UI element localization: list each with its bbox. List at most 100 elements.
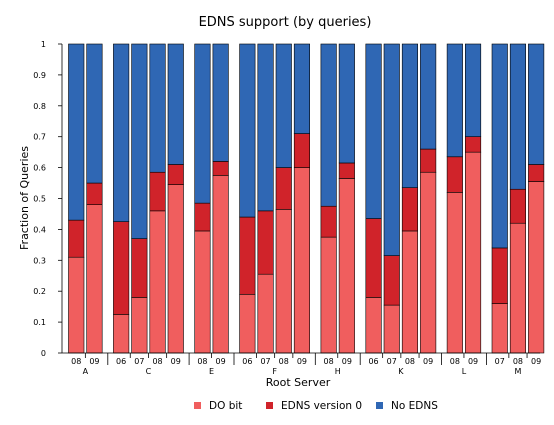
x-group-label: F	[272, 367, 277, 376]
x-tick-label-year: 07	[134, 357, 144, 366]
x-tick-label-year: 09	[216, 357, 226, 366]
legend-swatch	[266, 402, 273, 409]
bar-segment-no-edns	[275, 43, 292, 168]
bar-segment-do-bit	[509, 222, 527, 354]
y-tick-label: 0.3	[33, 256, 46, 265]
x-tick-label-year: 06	[242, 357, 252, 366]
y-tick-label: 0.5	[33, 195, 46, 204]
bar-segment-no-edns	[212, 43, 229, 162]
bar-segment-edns-version-0	[338, 162, 355, 179]
bar-segment-do-bit	[131, 297, 148, 354]
plot-area	[68, 43, 545, 354]
bar-segment-do-bit	[365, 297, 382, 354]
x-group-label: K	[398, 367, 404, 376]
bar-segment-do-bit	[293, 167, 311, 354]
bar-segment-no-edns	[167, 43, 184, 165]
bar-segment-edns-version-0	[257, 210, 274, 275]
bar-segment-edns-version-0	[320, 205, 337, 238]
legend-swatch	[194, 402, 201, 409]
x-tick-label-year: 07	[260, 357, 270, 366]
bar-segment-do-bit	[320, 236, 337, 354]
y-tick-label: 0.4	[33, 225, 46, 234]
bar-segment-edns-version-0	[420, 148, 437, 173]
x-tick-label-year: 07	[495, 357, 505, 366]
bar-segment-no-edns	[131, 43, 148, 239]
x-tick-label-year: 08	[71, 357, 81, 366]
x-group-label: C	[146, 367, 152, 376]
bar-segment-edns-version-0	[293, 133, 311, 168]
bar-segment-edns-version-0	[239, 216, 256, 295]
bar-segment-edns-version-0	[149, 171, 166, 212]
x-tick-label-year: 08	[152, 357, 162, 366]
bar-segment-no-edns	[239, 43, 256, 218]
bar-segment-no-edns	[464, 43, 482, 137]
bar-segment-edns-version-0	[383, 255, 400, 306]
bar-segment-do-bit	[464, 151, 482, 354]
bar-segment-no-edns	[491, 43, 508, 249]
bar-segment-no-edns	[528, 43, 545, 165]
x-tick-label-year: 06	[368, 357, 378, 366]
bar-segment-no-edns	[401, 43, 419, 188]
bar-segment-do-bit	[491, 303, 508, 354]
bar-segment-edns-version-0	[275, 167, 292, 210]
bar-segment-edns-version-0	[464, 136, 482, 153]
bar-segment-no-edns	[320, 43, 337, 207]
bar-segment-do-bit	[528, 181, 545, 354]
bar-segment-edns-version-0	[365, 218, 382, 298]
x-tick-label-year: 09	[531, 357, 541, 366]
x-tick-label-year: 08	[197, 357, 207, 366]
bar-segment-no-edns	[68, 43, 85, 221]
bar-segment-do-bit	[420, 171, 437, 354]
chart-title: EDNS support (by queries)	[199, 15, 372, 30]
bar-segment-do-bit	[68, 256, 85, 354]
y-axis: 0 0.1 0.2 0.3 0.4 0.5 0.6 0.7 0.8 0.9 1	[33, 40, 62, 358]
x-group-label: E	[209, 367, 214, 376]
bar-segment-do-bit	[212, 175, 229, 354]
x-tick-label-year: 09	[468, 357, 478, 366]
y-tick-label: 0.8	[33, 102, 46, 111]
x-tick-label-year: 08	[324, 357, 334, 366]
y-tick-label: 0.6	[33, 164, 46, 173]
bar-segment-do-bit	[338, 178, 355, 354]
x-tick-label-year: 09	[297, 357, 307, 366]
bar-segment-no-edns	[338, 43, 355, 164]
bar-segment-edns-version-0	[401, 187, 419, 232]
bar-segment-no-edns	[293, 43, 311, 134]
bar-segment-edns-version-0	[68, 219, 85, 258]
bar-segment-no-edns	[420, 43, 437, 150]
bar-segment-no-edns	[509, 43, 527, 190]
x-tick-label-year: 08	[513, 357, 523, 366]
bar-segment-do-bit	[275, 209, 292, 354]
legend-label: EDNS version 0	[281, 400, 362, 412]
x-group-label: H	[335, 367, 341, 376]
x-tick-label-year: 09	[423, 357, 433, 366]
legend-swatch	[376, 402, 383, 409]
y-tick-label: 0.9	[33, 71, 46, 80]
y-tick-label: 0.1	[33, 318, 46, 327]
x-tick-label-year: 09	[342, 357, 352, 366]
legend-label: No EDNS	[391, 400, 438, 412]
x-axis-label: Root Server	[266, 376, 331, 389]
x-tick-label-year: 06	[116, 357, 126, 366]
y-tick-label: 0	[41, 349, 46, 358]
x-tick-label-year: 08	[405, 357, 415, 366]
bar-segment-do-bit	[239, 293, 256, 354]
bar-segment-do-bit	[149, 210, 166, 354]
legend: DO bit EDNS version 0 No EDNS	[194, 400, 438, 412]
x-tick-label-year: 08	[450, 357, 460, 366]
y-tick-label: 0.2	[33, 287, 46, 296]
bar-segment-no-edns	[257, 43, 274, 212]
x-group-label: L	[462, 367, 467, 376]
x-group-label: M	[514, 367, 521, 376]
bar-segment-edns-version-0	[446, 156, 463, 193]
bar-segment-edns-version-0	[194, 202, 211, 232]
bar-segment-edns-version-0	[509, 188, 527, 224]
y-tick-label: 0.7	[33, 133, 46, 142]
y-tick-label: 1	[41, 40, 46, 49]
bar-segment-edns-version-0	[86, 182, 103, 205]
x-tick-label-year: 09	[89, 357, 99, 366]
legend-label: DO bit	[209, 400, 242, 412]
bar-segment-no-edns	[446, 43, 463, 158]
